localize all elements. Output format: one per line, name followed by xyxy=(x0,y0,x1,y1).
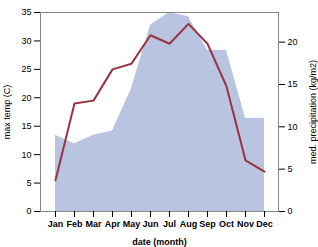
svg-text:Feb: Feb xyxy=(66,219,83,229)
svg-text:15: 15 xyxy=(288,79,298,89)
svg-text:5: 5 xyxy=(288,164,293,174)
svg-text:35: 35 xyxy=(21,7,31,17)
svg-text:Apr: Apr xyxy=(105,219,121,229)
svg-text:Jul: Jul xyxy=(163,219,176,229)
svg-text:20: 20 xyxy=(288,37,298,47)
svg-text:med. precipitation (kg/m2): med. precipitation (kg/m2) xyxy=(308,60,318,164)
svg-text:Nov: Nov xyxy=(237,219,254,229)
svg-text:date (month): date (month) xyxy=(132,237,187,247)
svg-text:max temp (C): max temp (C) xyxy=(2,85,12,140)
svg-text:20: 20 xyxy=(21,93,31,103)
svg-text:Dec: Dec xyxy=(256,219,273,229)
svg-text:15: 15 xyxy=(21,121,31,131)
svg-text:Jan: Jan xyxy=(48,219,64,229)
svg-text:Aug: Aug xyxy=(180,219,198,229)
svg-text:Mar: Mar xyxy=(85,219,102,229)
svg-text:5: 5 xyxy=(26,178,31,188)
svg-text:Jun: Jun xyxy=(142,219,158,229)
svg-text:0: 0 xyxy=(288,206,293,216)
svg-text:30: 30 xyxy=(21,36,31,46)
svg-text:0: 0 xyxy=(26,206,31,216)
svg-text:Sep: Sep xyxy=(199,219,216,229)
svg-text:May: May xyxy=(123,219,141,229)
svg-text:10: 10 xyxy=(288,122,298,132)
svg-text:Oct: Oct xyxy=(219,219,234,229)
svg-text:10: 10 xyxy=(21,150,31,160)
svg-text:25: 25 xyxy=(21,64,31,74)
